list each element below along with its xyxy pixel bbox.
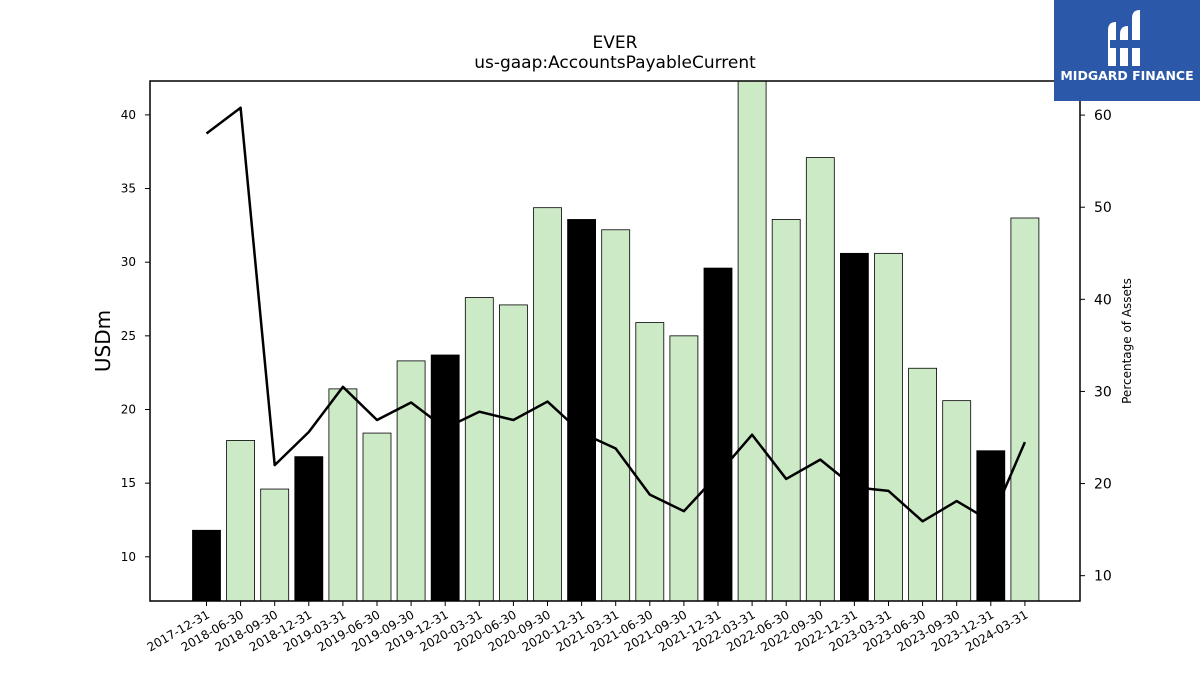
bar-2019-09-30 [396, 360, 426, 602]
logo-text: MIDGARD FINANCE [1060, 68, 1194, 83]
bar-2022-12-31 [840, 252, 869, 602]
bar-2022-09-30 [805, 157, 835, 602]
bar-2019-03-31 [328, 388, 358, 602]
y-tick-label-35: 35 [121, 182, 136, 196]
right-axis: 10 20 30 40 50 60 [1080, 108, 1112, 585]
y-tick-label-25: 25 [121, 329, 136, 343]
bar-2017-12-31 [192, 529, 221, 602]
bar-2021-06-30 [635, 322, 665, 602]
y2-tick-label-20: 20 [1094, 477, 1112, 493]
bar-2022-06-30 [771, 219, 801, 602]
y-tick-label-10: 10 [121, 550, 136, 564]
bar-2019-12-31 [430, 354, 460, 602]
y-tick-label-40: 40 [121, 108, 136, 122]
percentage-line [205, 106, 1027, 523]
y2-axis-label: Percentage of Assets [1120, 278, 1134, 404]
bar-2018-12-31 [294, 456, 324, 602]
bar-2018-06-30 [226, 440, 256, 602]
y-axis-label: USDm [91, 310, 115, 372]
bar-2020-06-30 [498, 304, 528, 602]
bar-2023-12-31 [976, 450, 1006, 602]
bar-2022-03-31 [737, 80, 767, 602]
bars-group [192, 80, 1040, 602]
bar-2018-09-30 [260, 488, 290, 602]
y2-tick-label-60: 60 [1094, 108, 1112, 124]
y-tick-label-30: 30 [121, 255, 136, 269]
y-tick-label-15: 15 [121, 476, 136, 490]
bar-2020-12-31 [567, 219, 596, 602]
midgard-logo-icon [1108, 10, 1144, 66]
bar-2020-09-30 [533, 207, 562, 602]
y2-tick-label-30: 30 [1094, 384, 1112, 400]
chart-subtitle: us-gaap:AccountsPayableCurrent [474, 53, 756, 73]
line-group [205, 106, 1027, 523]
bar-2021-03-31 [601, 229, 631, 602]
bar-2021-09-30 [669, 335, 699, 602]
bar-2021-12-31 [703, 267, 733, 602]
brand-logo: MIDGARD FINANCE [1054, 0, 1200, 101]
x-axis: 2017-12-312018-06-302018-09-302018-12-31… [145, 601, 1030, 654]
y-tick-label-20: 20 [121, 402, 136, 416]
left-axis: 10 15 20 25 30 35 40 [121, 108, 150, 564]
bar-2023-06-30 [908, 367, 937, 602]
y2-tick-label-10: 10 [1094, 569, 1112, 585]
plot-frame [149, 80, 1081, 602]
chart-title: EVER [593, 33, 638, 53]
y2-tick-label-50: 50 [1094, 200, 1112, 216]
y2-tick-label-40: 40 [1094, 292, 1112, 308]
bar-2020-03-31 [464, 297, 494, 602]
bar-2024-03-31 [1010, 217, 1040, 602]
bar-2019-06-30 [362, 432, 392, 602]
bar-2023-03-31 [874, 252, 903, 602]
